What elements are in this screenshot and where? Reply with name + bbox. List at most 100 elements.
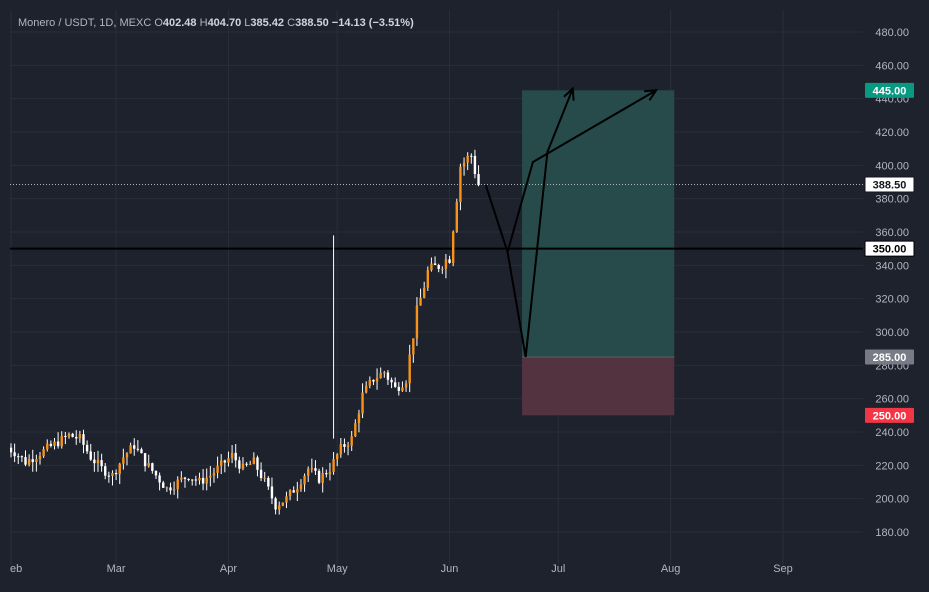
price-tick-label: 260.00 [875, 394, 909, 406]
candle-body [38, 456, 42, 460]
candle-body [292, 490, 295, 493]
price-tick-label: 240.00 [875, 427, 909, 439]
candle-body [85, 444, 89, 452]
candle-body [234, 452, 237, 461]
candle-body [96, 460, 100, 464]
candle-body [441, 268, 444, 270]
high-value: 404.70 [207, 17, 242, 29]
time-tick-label: Jun [441, 563, 459, 575]
projection-path-1[interactable] [484, 88, 574, 358]
candle-body [364, 385, 368, 393]
candle-body [368, 379, 372, 386]
candle-body [140, 449, 143, 454]
candle-body [191, 479, 194, 481]
price-axis[interactable]: 180.00200.00220.00240.00260.00280.00300.… [875, 27, 909, 539]
horizontal-level[interactable] [10, 184, 863, 250]
candle-body [473, 155, 477, 174]
candle-body [296, 489, 299, 493]
candle-body [281, 502, 285, 506]
candle-body [303, 475, 306, 485]
candle-body [107, 475, 111, 477]
profit-zone[interactable] [522, 90, 675, 357]
time-axis[interactable]: eb Mar Apr May Jun Jul Aug Sep [10, 563, 793, 575]
candle-body [53, 441, 56, 446]
arrow-head-2 [644, 89, 659, 101]
price-tick-label: 460.00 [875, 60, 909, 72]
current-price-badge: 388.50 [873, 180, 907, 192]
candle-body [339, 444, 343, 455]
candle-body [151, 463, 154, 471]
candle-body [263, 477, 266, 479]
candle-body [89, 451, 92, 460]
candle-body [466, 155, 469, 163]
candle-body [201, 477, 205, 484]
candle-body [35, 459, 38, 463]
candle-body [274, 498, 277, 510]
candle-body [147, 463, 150, 467]
price-tick-label: 300.00 [875, 327, 909, 339]
candle-body [136, 448, 140, 450]
candle-body [223, 460, 227, 463]
candle-body [82, 434, 85, 445]
candle-body [397, 386, 401, 391]
projection-drawings[interactable] [484, 86, 659, 358]
candle-body [93, 459, 96, 464]
candle-body [154, 470, 158, 476]
projection-path-2[interactable] [506, 89, 657, 253]
candle-body [230, 452, 234, 459]
candle-body [451, 231, 455, 263]
level-price-badge: 350.00 [873, 244, 907, 256]
price-chart[interactable]: 180.00200.00220.00240.00260.00280.00300.… [10, 10, 919, 580]
low-label: L [244, 17, 251, 29]
price-tick-label: 360.00 [875, 227, 909, 239]
candle-body [307, 468, 310, 476]
candle-body [426, 270, 430, 288]
current-price-badge-bg [864, 176, 915, 193]
candle-body [401, 387, 404, 391]
candle-body [448, 259, 451, 263]
candle-body [470, 155, 473, 157]
stop-price-badge-bg [865, 407, 914, 423]
candle-body [227, 458, 230, 463]
candle-body [172, 489, 176, 491]
candle-body [404, 383, 408, 388]
grid-lines [10, 10, 863, 565]
candle-body [328, 472, 332, 475]
candle-body [162, 482, 165, 488]
price-tick-label: 220.00 [875, 460, 909, 472]
candle-body [194, 479, 198, 481]
candle-body [71, 433, 74, 437]
loss-zone[interactable] [522, 357, 675, 416]
symbol-name[interactable]: Monero / USDT, 1D, MEXC [18, 17, 152, 29]
candle-body [350, 436, 353, 446]
candle-body [183, 477, 187, 479]
open-value: 402.48 [162, 17, 197, 29]
price-tick-label: 480.00 [875, 27, 909, 39]
candle-body [288, 490, 292, 497]
candle-body [10, 447, 13, 453]
candle-body [386, 372, 390, 380]
candle-body [357, 413, 361, 424]
candle-body [13, 452, 16, 457]
candle-body [252, 457, 256, 464]
close-label: C [287, 17, 296, 29]
position-zones[interactable] [522, 90, 675, 416]
time-tick-label: Apr [220, 563, 237, 575]
time-tick-label: May [327, 563, 348, 575]
candle-body [27, 459, 31, 465]
candle-body [437, 264, 440, 269]
candle-body [60, 435, 63, 447]
symbol-legend[interactable]: Monero / USDT, 1D, MEXC O402.48 H404.70 … [18, 17, 414, 29]
candle-body [67, 433, 71, 437]
close-value: 388.50 [295, 17, 329, 29]
candle-body [335, 454, 339, 460]
candle-body [118, 463, 121, 475]
price-tick-label: 180.00 [875, 527, 909, 539]
candle-body [462, 162, 466, 167]
candle-body [198, 477, 201, 481]
candle-body [477, 173, 480, 186]
candle-body [75, 436, 78, 439]
candle-body [143, 453, 147, 467]
candle-body [78, 434, 82, 439]
